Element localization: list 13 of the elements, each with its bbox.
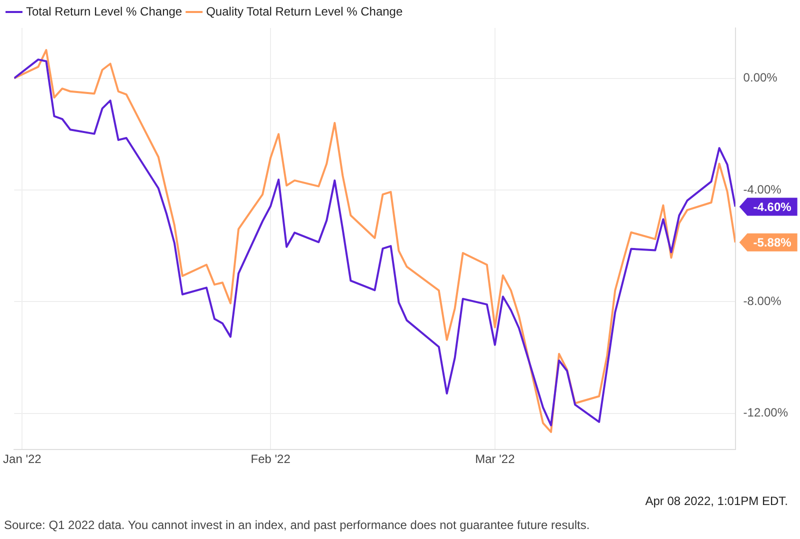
legend-label: Quality Total Return Level % Change [206,4,403,18]
y-tick-label: 0.00% [743,70,778,85]
source-note: Source: Q1 2022 data. You cannot invest in an index, and past performance does not guarantee future results. [4,518,590,532]
x-tick-label: Jan '22 [3,452,42,466]
data-label: -5.88% [753,236,792,250]
x-tick-label: Mar '22 [475,452,516,466]
legend-label: Total Return Level % Change [26,4,182,18]
data-label: -4.60% [753,200,792,214]
y-tick-label: -8.00% [743,294,782,308]
x-tick-label: Feb '22 [250,452,291,466]
y-tick-label: -12.00% [743,406,788,420]
text: Apr 08 2022, 1:01PM EDT. [645,494,788,508]
y-tick-label: -4.00% [743,182,782,196]
